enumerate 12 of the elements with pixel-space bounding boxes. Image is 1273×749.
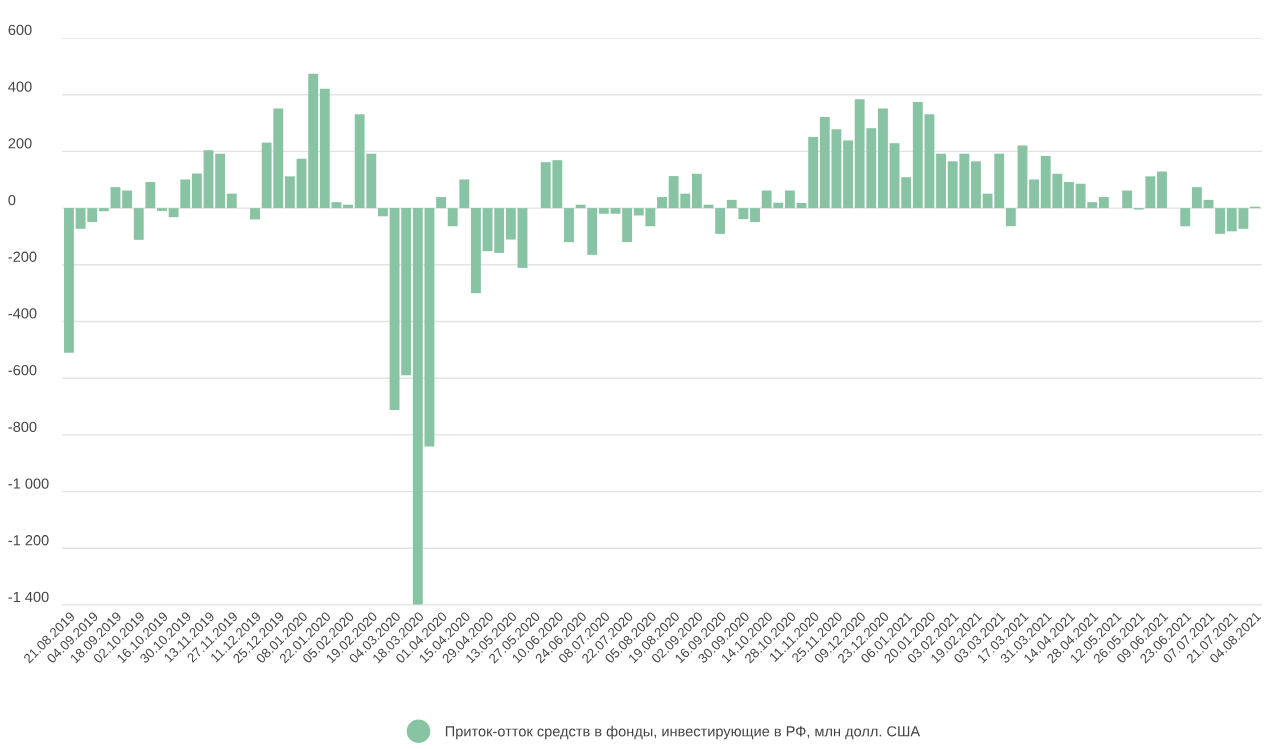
y-tick-label: 600: [8, 24, 32, 36]
y-tick-label: 200: [8, 138, 32, 149]
legend-label: Приток-отток средств в фонды, инвестирующие в РФ, млн долл. США: [445, 725, 921, 740]
y-tick-label: -600: [8, 364, 37, 376]
y-tick-label: -200: [8, 251, 37, 262]
y-tick-label: -1 200: [8, 535, 49, 546]
y-tick-label: 0: [8, 194, 16, 206]
y-tick-label: 400: [8, 81, 32, 92]
y-tick-label: -400: [8, 308, 37, 319]
y-tick-label: -800: [8, 421, 37, 433]
y-tick-label: -1 400: [8, 591, 49, 603]
y-tick-label: -1 000: [8, 478, 49, 489]
